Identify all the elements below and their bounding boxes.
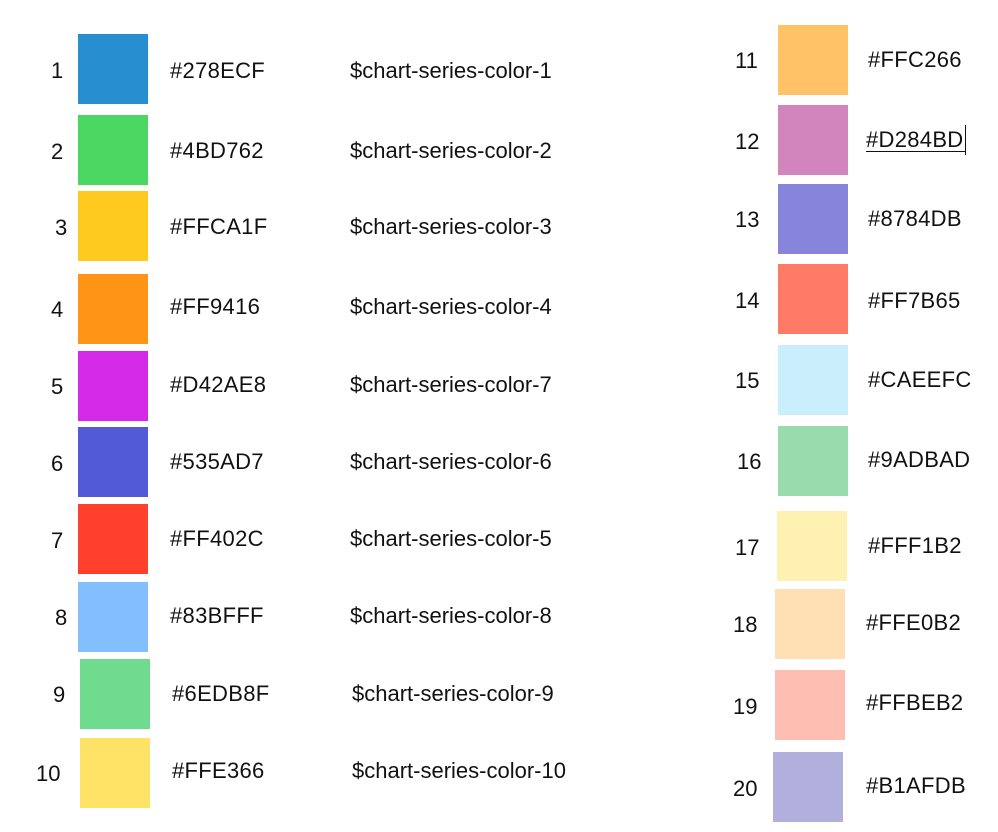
variable-name: $chart-series-color-8	[350, 603, 552, 628]
swatch-index: 18	[733, 612, 758, 637]
color-swatch-18	[775, 589, 845, 659]
variable-name: $chart-series-color-7	[350, 372, 552, 397]
swatch-index: 6	[51, 451, 64, 476]
color-swatch-1	[78, 34, 148, 104]
hex-code: #D42AE8	[170, 372, 267, 397]
swatch-index: 17	[735, 535, 760, 560]
hex-code: #B1AFDB	[866, 773, 966, 798]
color-swatch-20	[773, 752, 843, 822]
color-swatch-11	[778, 25, 848, 95]
hex-code: #FF9416	[170, 294, 261, 319]
swatch-index: 5	[51, 374, 64, 399]
swatch-index: 15	[735, 368, 760, 393]
hex-code: #4BD762	[170, 138, 264, 163]
swatch-index: 9	[53, 682, 66, 707]
swatch-index: 3	[55, 215, 68, 240]
swatch-index: 11	[735, 48, 758, 73]
swatch-index: 4	[51, 297, 64, 322]
color-swatch-2	[78, 115, 148, 185]
color-swatch-7	[78, 504, 148, 574]
variable-name: $chart-series-color-9	[352, 681, 554, 706]
color-swatch-5	[78, 351, 148, 421]
variable-name: $chart-series-color-10	[352, 758, 566, 783]
color-swatch-8	[78, 582, 148, 652]
hex-code: #FFF1B2	[868, 533, 962, 558]
hex-code: #FF402C	[170, 526, 264, 551]
variable-name: $chart-series-color-1	[350, 58, 552, 83]
hex-code: #535AD7	[170, 449, 264, 474]
swatch-index: 2	[51, 139, 64, 164]
swatch-index: 7	[51, 528, 64, 553]
color-swatch-16	[778, 426, 848, 496]
variable-name: $chart-series-color-2	[350, 138, 552, 163]
color-swatch-13	[778, 184, 848, 254]
swatch-index: 1	[51, 58, 64, 83]
color-swatch-12	[778, 105, 848, 175]
hex-code: #FFC266	[868, 47, 962, 72]
color-swatch-14	[778, 264, 848, 334]
hex-code: #FFE366	[172, 758, 265, 783]
hex-code-editing[interactable]: #D284BD	[866, 125, 966, 155]
hex-code: #83BFFF	[170, 603, 264, 628]
hex-code: #8784DB	[868, 206, 962, 231]
hex-code: #9ADBAD	[868, 447, 971, 472]
hex-code: #CAEEFC	[868, 367, 972, 392]
color-swatch-17	[777, 511, 847, 581]
color-swatch-15	[778, 345, 848, 415]
variable-name: $chart-series-color-4	[350, 294, 552, 319]
color-swatch-10	[80, 738, 150, 808]
hex-code: #278ECF	[170, 58, 266, 83]
color-swatch-19	[775, 670, 845, 740]
swatch-index: 12	[735, 129, 760, 154]
color-swatch-3	[78, 191, 148, 261]
color-swatch-6	[78, 427, 148, 497]
swatch-index: 14	[735, 288, 760, 313]
hex-code: #FFE0B2	[866, 610, 962, 635]
hex-code: #6EDB8F	[172, 681, 270, 706]
variable-name: $chart-series-color-6	[350, 449, 552, 474]
swatch-index: 8	[55, 605, 68, 630]
swatch-index: 13	[735, 207, 760, 232]
color-swatch-9	[80, 659, 150, 729]
color-swatch-4	[78, 274, 148, 344]
hex-code: #FFBEB2	[866, 690, 964, 715]
swatch-index: 16	[737, 449, 762, 474]
hex-code: #FF7B65	[868, 288, 961, 313]
hex-code: #FFCA1F	[170, 214, 268, 239]
variable-name: $chart-series-color-3	[350, 214, 552, 239]
swatch-index: 19	[733, 694, 758, 719]
variable-name: $chart-series-color-5	[350, 526, 552, 551]
swatch-index: 20	[733, 776, 758, 801]
swatch-index: 10	[36, 761, 61, 786]
